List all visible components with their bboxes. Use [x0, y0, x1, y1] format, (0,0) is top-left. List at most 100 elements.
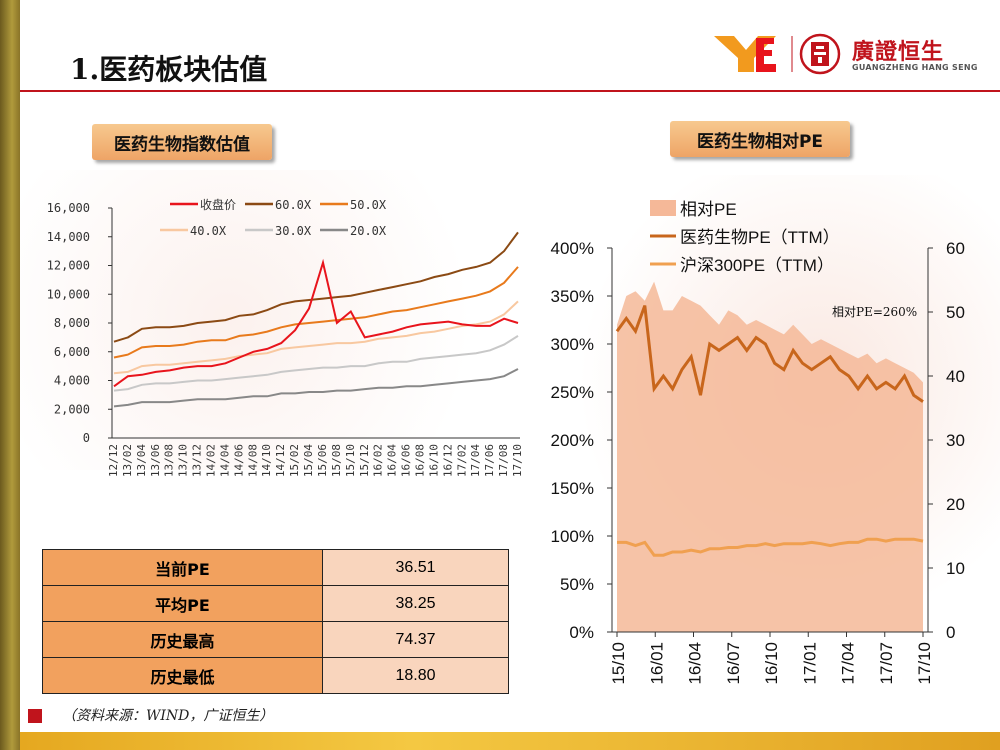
- left-valuation-chart: 收盘价 60.0X 50.0X 40.0X 30.0X 20.0X 16,000 14,00…: [47, 197, 524, 477]
- left-x-tick-label: 12/12: [107, 444, 120, 477]
- right-x-tick-label: 16/10: [762, 642, 781, 685]
- left-y-tick-label: 4,000: [54, 374, 90, 388]
- stats-row: 历史最低 18.80: [42, 657, 509, 694]
- right-x-tick-label: 15/10: [609, 642, 628, 685]
- right-x-tick-label: 16/01: [647, 642, 666, 685]
- stats-label: 历史最高: [42, 621, 323, 658]
- relative-pe-annotation: 相对PE=260%: [832, 305, 917, 319]
- right-relative-pe-chart: 400% 350% 300% 250% 200% 150% 100% 50% 0% 60 50 40 3…: [551, 200, 965, 685]
- left-x-tick-label: 14/12: [274, 444, 287, 477]
- stats-value: 36.51: [322, 549, 509, 586]
- right-left-y-tick-label: 350%: [551, 287, 594, 306]
- right-left-y-tick-label: 400%: [551, 239, 594, 258]
- left-series-line-30.0X: [113, 335, 519, 392]
- company-logo: [714, 33, 841, 75]
- right-x-tick-label: 17/01: [800, 642, 819, 685]
- left-x-tick-label: 16/06: [400, 444, 413, 477]
- ye-logo-icon: [714, 36, 776, 72]
- right-x-tick-label: 16/07: [724, 642, 743, 685]
- seal-icon: [799, 33, 841, 75]
- left-legend-label: 20.0X: [350, 224, 387, 238]
- left-series-line-收盘价: [113, 258, 519, 388]
- right-right-y-tick-label: 50: [946, 303, 965, 322]
- stats-label: 历史最低: [42, 657, 323, 694]
- stats-value: 74.37: [322, 621, 509, 658]
- left-x-tick-label: 17/10: [511, 444, 524, 477]
- left-x-tick-label: 15/04: [302, 444, 315, 477]
- stats-value: 38.25: [322, 585, 509, 622]
- left-x-tick-label: 15/08: [330, 444, 343, 477]
- source-note: （资料来源：WIND，广证恒生）: [62, 708, 274, 724]
- right-left-y-tick-label: 0%: [569, 623, 594, 642]
- left-y-tick-label: 10,000: [47, 287, 90, 301]
- left-x-tick-label: 14/06: [232, 444, 245, 477]
- left-x-tick-label: 15/12: [358, 444, 371, 477]
- left-series-line-40.0X: [113, 300, 519, 375]
- left-legend-label: 30.0X: [275, 224, 312, 238]
- pe-stats-table: 当前PE 36.51 平均PE 38.25 历史最高 74.37 历史最低 18.80: [42, 549, 509, 694]
- right-x-tick-label: 17/10: [915, 642, 934, 685]
- right-left-y-tick-label: 250%: [551, 383, 594, 402]
- title-divider: [20, 90, 1000, 92]
- background-watermark-left: [20, 170, 540, 470]
- left-x-tick-label: 15/10: [344, 444, 357, 477]
- left-chart-title-chip: 医药生物指数估值: [92, 124, 272, 160]
- left-legend-label: 50.0X: [350, 198, 387, 212]
- left-y-tick-label: 12,000: [47, 259, 90, 273]
- right-left-y-tick-label: 100%: [551, 527, 594, 546]
- right-legend-label: 相对PE: [680, 200, 737, 219]
- stats-row: 当前PE 36.51: [42, 549, 509, 586]
- right-x-tick-label: 16/04: [686, 642, 705, 685]
- left-x-tick-label: 13/04: [135, 444, 148, 477]
- left-x-tick-label: 15/06: [316, 444, 329, 477]
- right-x-tick-label: 17/04: [839, 642, 858, 685]
- stats-row: 历史最高 74.37: [42, 621, 509, 658]
- left-x-tick-label: 14/04: [218, 444, 231, 477]
- right-right-y-tick-label: 30: [946, 431, 965, 450]
- stats-label: 当前PE: [42, 549, 323, 586]
- left-x-tick-label: 13/08: [163, 444, 176, 477]
- left-x-tick-label: 15/02: [288, 444, 301, 477]
- right-left-y-tick-label: 50%: [560, 575, 594, 594]
- right-right-y-tick-label: 0: [946, 623, 955, 642]
- relative-pe-area: [617, 281, 923, 632]
- left-x-tick-label: 13/10: [177, 444, 190, 477]
- left-x-tick-label: 16/08: [413, 444, 426, 477]
- source-bullet: [28, 709, 42, 723]
- right-left-y-tick-label: 200%: [551, 431, 594, 450]
- left-x-tick-label: 17/04: [469, 444, 482, 477]
- right-left-y-tick-label: 150%: [551, 479, 594, 498]
- stats-label: 平均PE: [42, 585, 323, 622]
- left-x-tick-label: 13/06: [149, 444, 162, 477]
- right-legend-label: 医药生物PE（TTM）: [680, 228, 840, 247]
- right-chart-title-chip: 医药生物相对PE: [670, 121, 850, 157]
- bottom-decor-bar: [20, 732, 1000, 750]
- left-series-line-60.0X: [113, 231, 519, 343]
- stats-row: 平均PE 38.25: [42, 585, 509, 622]
- right-right-y-tick-label: 10: [946, 559, 965, 578]
- left-x-tick-label: 14/08: [246, 444, 259, 477]
- left-series-line-50.0X: [113, 266, 519, 359]
- right-left-y-tick-label: 300%: [551, 335, 594, 354]
- right-series-line-沪深300PE（TTM）: [617, 537, 924, 557]
- left-x-tick-label: 16/12: [441, 444, 454, 477]
- right-right-y-tick-label: 20: [946, 495, 965, 514]
- left-x-tick-label: 16/02: [372, 444, 385, 477]
- left-legend-label: 60.0X: [275, 198, 312, 212]
- left-series-line-20.0X: [113, 368, 519, 408]
- left-y-tick-label: 8,000: [54, 316, 90, 330]
- left-x-tick-label: 17/06: [483, 444, 496, 477]
- left-x-tick-label: 16/10: [427, 444, 440, 477]
- left-y-tick-label: 14,000: [47, 230, 90, 244]
- left-y-tick-label: 6,000: [54, 345, 90, 359]
- left-legend-label: 收盘价: [200, 197, 236, 212]
- left-x-tick-label: 17/08: [497, 444, 510, 477]
- right-legend-swatch: [650, 200, 676, 216]
- right-series-line-医药生物PE（TTM）: [615, 305, 924, 403]
- logo-chinese-name: 廣證恒生: [852, 39, 945, 65]
- left-x-tick-label: 14/02: [205, 444, 218, 477]
- left-x-tick-label: 13/12: [191, 444, 204, 477]
- logo-english-name: GUANGZHENG HANG SENG: [852, 63, 978, 72]
- right-right-y-tick-label: 40: [946, 367, 965, 386]
- left-y-tick-label: 2,000: [54, 402, 90, 416]
